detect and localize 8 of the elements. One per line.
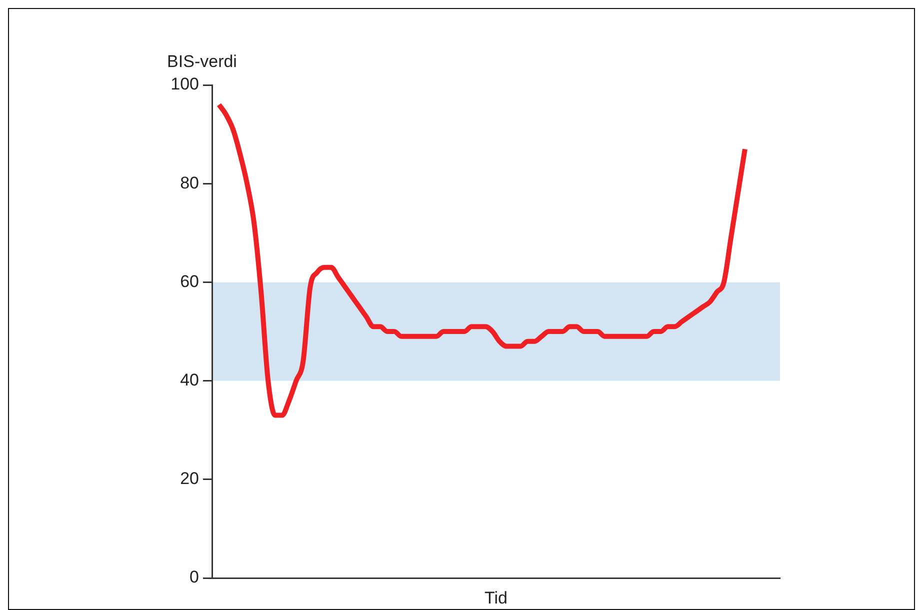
y-tick-label: 40 xyxy=(180,370,199,390)
y-tick-label: 60 xyxy=(180,272,199,291)
y-tick-label: 100 xyxy=(170,74,199,94)
y-tick-label: 80 xyxy=(180,173,199,192)
x-axis-title: Tid xyxy=(484,588,508,608)
y-axis-title: BIS-verdi xyxy=(167,52,237,72)
y-tick-label: 20 xyxy=(180,469,199,488)
y-tick-label: 0 xyxy=(190,568,199,587)
